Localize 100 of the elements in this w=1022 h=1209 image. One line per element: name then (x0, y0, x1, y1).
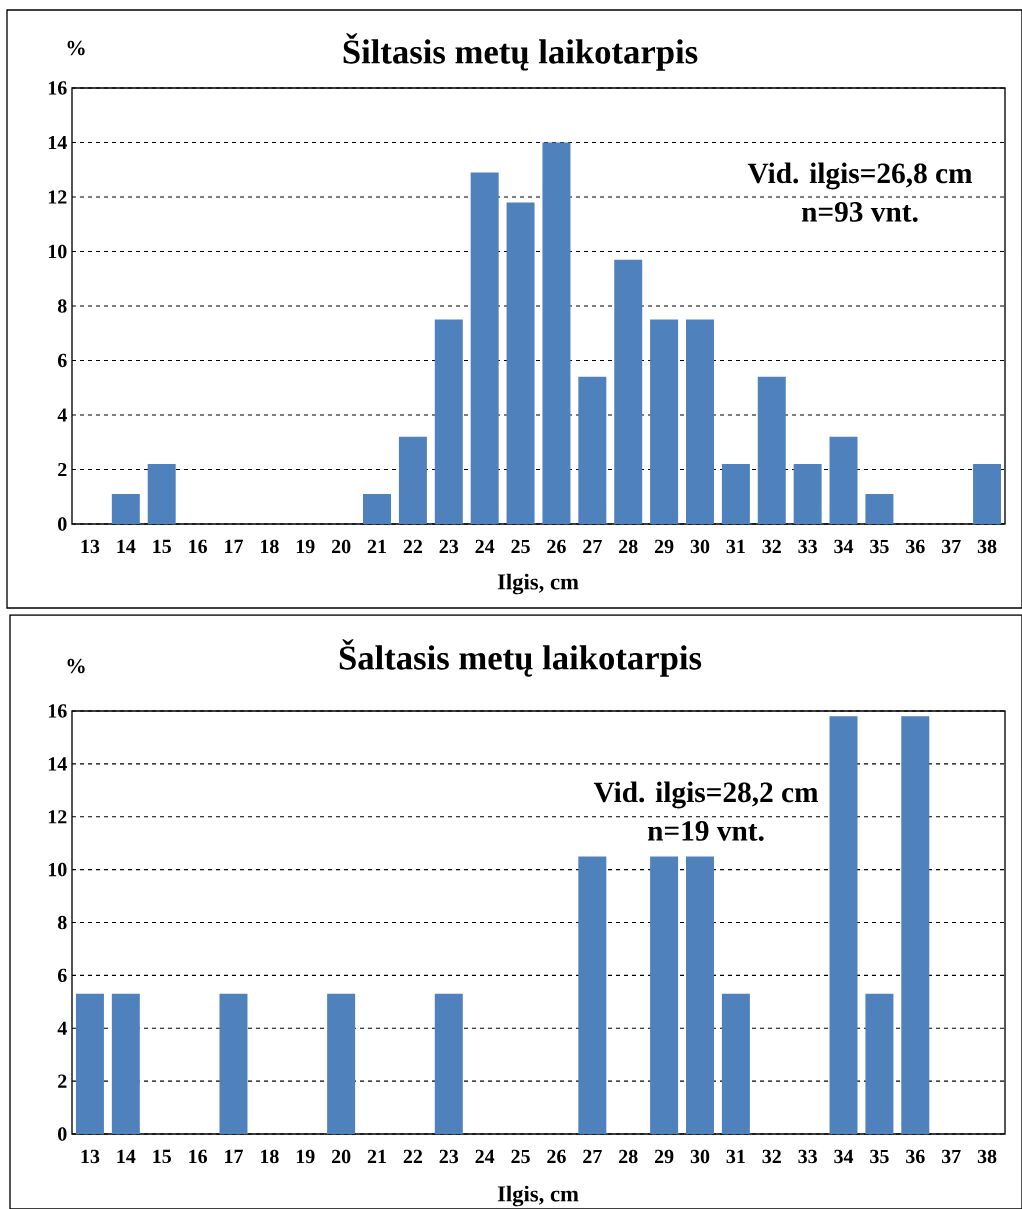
bar (973, 464, 1002, 524)
x-tick-label: 18 (260, 1149, 279, 1164)
y-axis-title: % (67, 658, 85, 674)
bar (398, 436, 427, 524)
x-tick-label: 25 (511, 1149, 530, 1164)
y-tick-label: 6 (57, 968, 67, 983)
bar (434, 319, 463, 524)
y-tick-label: 0 (58, 517, 67, 531)
x-tick-label: 16 (189, 1149, 208, 1164)
bar (219, 993, 248, 1134)
y-tick-label: 4 (57, 1021, 67, 1035)
y-tick-label: 2 (58, 462, 67, 477)
x-tick-label: 23 (439, 1149, 459, 1164)
x-tick-label: 15 (153, 1149, 171, 1164)
y-tick-label: 2 (58, 1074, 67, 1088)
bar (363, 494, 392, 524)
x-tick-label: 20 (331, 539, 351, 554)
x-tick-label: 34 (834, 539, 854, 554)
x-tick-label: 38 (977, 539, 997, 554)
annotation: n=19 vnt. (647, 821, 764, 841)
bar (757, 376, 786, 524)
y-tick-label: 6 (57, 353, 67, 368)
bar (111, 494, 140, 524)
x-tick-label: 29 (654, 1149, 674, 1164)
y-tick-label: 8 (57, 915, 67, 930)
x-tick-label: 27 (583, 1149, 602, 1163)
bar (793, 464, 822, 524)
bar (685, 319, 714, 524)
bar (434, 993, 463, 1134)
bar (865, 993, 894, 1134)
x-tick-label: 19 (296, 539, 315, 554)
bar (470, 172, 499, 524)
x-tick-label: 20 (331, 1149, 351, 1164)
bar (721, 464, 750, 524)
bar (721, 993, 750, 1134)
y-tick-label: 12 (48, 190, 67, 204)
bar (614, 259, 643, 524)
x-tick-label: 29 (654, 539, 674, 554)
x-tick-label: 26 (547, 539, 566, 554)
x-tick-label: 17 (225, 1149, 243, 1163)
x-tick-label: 21 (367, 1149, 386, 1163)
bar (506, 202, 535, 524)
x-tick-label: 35 (870, 1149, 889, 1164)
x-tick-label: 18 (260, 539, 279, 554)
bar (578, 376, 607, 524)
x-tick-label: 15 (153, 539, 171, 554)
x-tick-label: 19 (296, 1149, 315, 1164)
annotation: n=93 vnt. (801, 202, 918, 222)
annotation: Vid. ilgis=28,2 cm (593, 781, 819, 809)
x-tick-label: 30 (690, 539, 710, 554)
bar (650, 319, 679, 524)
x-tick-label: 22 (403, 539, 423, 553)
x-tick-label: 38 (977, 1149, 997, 1164)
chart-title: Šaltasis metų laikotarpis (339, 639, 702, 677)
x-tick-label: 36 (906, 1149, 925, 1164)
x-tick-label: 35 (870, 539, 889, 554)
x-tick-label: 13 (81, 539, 100, 554)
bar (829, 436, 858, 524)
y-tick-label: 4 (57, 408, 67, 422)
x-tick-label: 34 (834, 1149, 854, 1164)
bar (542, 142, 571, 524)
x-tick-label: 33 (798, 539, 817, 554)
x-axis-title: Ilgis, cm (497, 573, 579, 595)
y-tick-label: 10 (48, 862, 67, 877)
x-tick-label: 25 (511, 539, 530, 554)
x-tick-label: 23 (439, 539, 459, 554)
x-tick-label: 24 (475, 539, 495, 553)
y-tick-label: 16 (48, 704, 67, 718)
x-tick-label: 21 (367, 539, 386, 553)
bar (865, 494, 894, 524)
y-tick-label: 14 (48, 757, 67, 771)
x-tick-label: 28 (619, 539, 638, 554)
y-tick-label: 12 (48, 810, 67, 824)
x-tick-label: 32 (762, 1149, 781, 1164)
chart-title: Šiltasis metų laikotarpis (343, 33, 698, 71)
y-tick-label: 8 (57, 299, 67, 313)
bar (111, 993, 140, 1134)
x-tick-label: 16 (189, 539, 208, 554)
x-tick-label: 28 (619, 1149, 638, 1164)
bar (578, 856, 607, 1134)
x-tick-label: 36 (906, 539, 925, 554)
y-tick-label: 0 (58, 1127, 67, 1141)
bar (147, 464, 176, 524)
x-tick-label: 14 (117, 1149, 136, 1163)
bar (901, 716, 930, 1134)
x-tick-label: 31 (726, 1149, 745, 1164)
x-tick-label: 27 (583, 539, 602, 553)
bar (75, 993, 104, 1134)
x-tick-label: 33 (798, 1149, 817, 1164)
y-tick-label: 10 (48, 244, 67, 259)
x-tick-label: 37 (941, 1149, 961, 1164)
x-tick-label: 13 (81, 1149, 100, 1164)
bar (829, 716, 858, 1134)
bar (650, 856, 679, 1134)
x-tick-label: 26 (547, 1149, 566, 1164)
x-tick-label: 17 (225, 539, 243, 553)
x-tick-label: 31 (726, 539, 745, 554)
x-tick-label: 30 (690, 1149, 710, 1164)
annotation: Vid. ilgis=26,8 cm (747, 162, 973, 190)
y-tick-label: 16 (48, 81, 67, 95)
